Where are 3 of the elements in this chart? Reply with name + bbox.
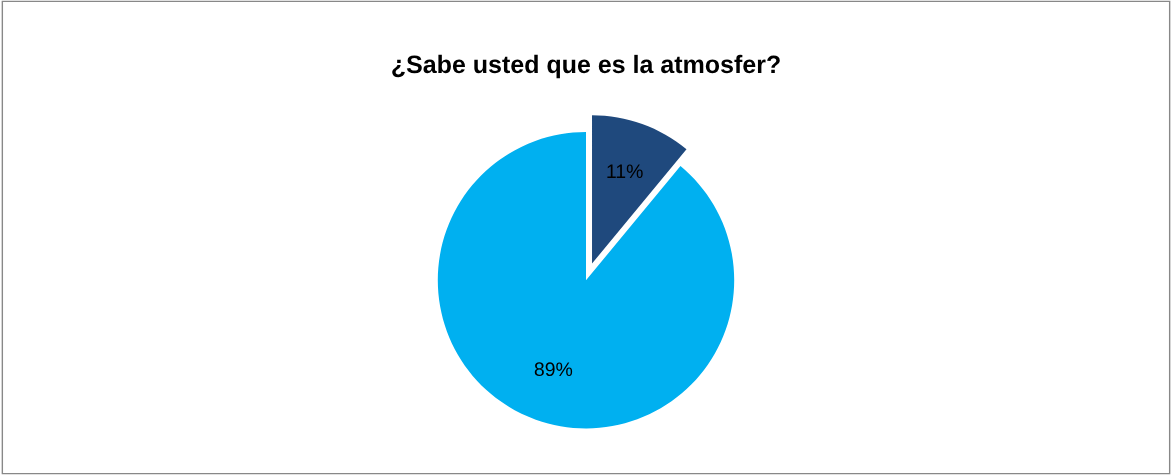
- chart-title: ¿Sabe usted que es la atmosfer?: [392, 54, 780, 79]
- data-label: 11%: [607, 164, 643, 179]
- data-label: 89%: [534, 362, 573, 377]
